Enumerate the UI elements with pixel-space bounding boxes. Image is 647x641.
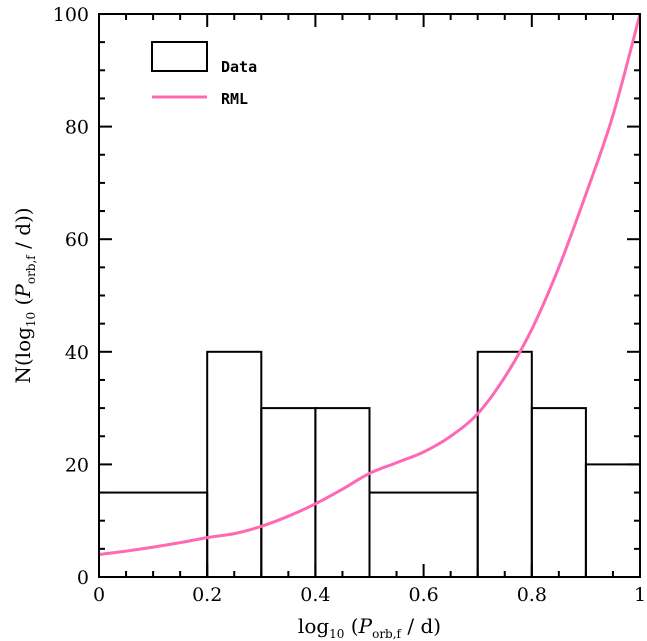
histogram-bar	[260, 407, 317, 578]
histogram-bar	[476, 350, 533, 578]
histogram-bar	[584, 463, 642, 578]
y-tick-label: 80	[65, 117, 89, 139]
y-axis-label: N(log10 (Porb,f / d))	[11, 207, 38, 383]
axis-ticks	[98, 13, 641, 578]
legend: Data RML	[151, 41, 257, 108]
x-tick-label: 1	[634, 584, 646, 606]
x-axis-label: log10 (Porb,f / d)	[298, 614, 441, 641]
legend-label-rml: RML	[221, 90, 248, 108]
histogram-bar	[206, 350, 263, 578]
x-tick-label: 0.4	[300, 584, 330, 606]
y-tick-label: 100	[53, 4, 89, 26]
x-tick-label: 0.6	[408, 584, 438, 606]
histogram-bar	[530, 407, 587, 578]
x-tick-label: 0	[93, 584, 105, 606]
y-tick-label: 40	[65, 342, 89, 364]
y-tick-label: 20	[65, 454, 89, 476]
axis-tick-labels: 0 0.2 0.4 0.6 0.8 1 0 20 40 60 80 100	[53, 4, 646, 606]
legend-label-data: Data	[221, 58, 257, 76]
histogram-bar	[98, 491, 209, 578]
legend-data-swatch	[151, 41, 208, 72]
x-tick-label: 0.2	[192, 584, 222, 606]
rml-line	[98, 13, 642, 556]
x-tick-label: 0.8	[517, 584, 547, 606]
histogram-bar	[314, 407, 371, 578]
y-tick-label: 0	[77, 567, 89, 589]
y-tick-label: 60	[65, 229, 89, 251]
